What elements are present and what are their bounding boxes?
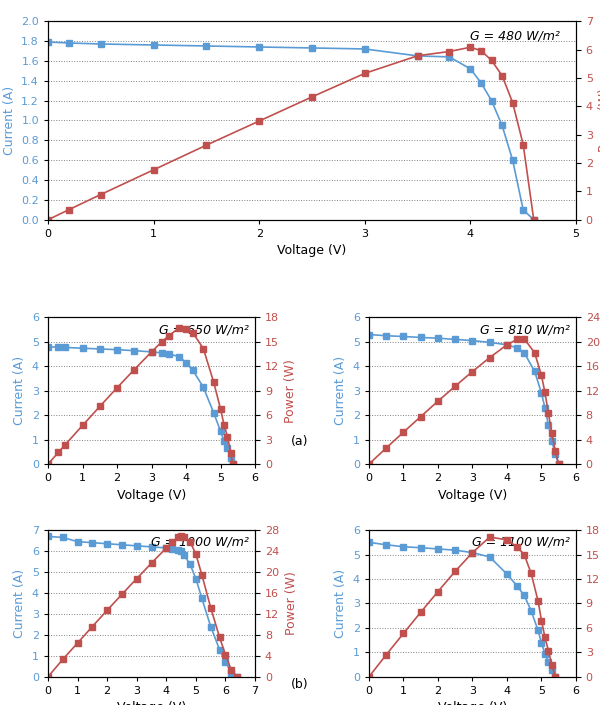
Text: G = 1100 W/m²: G = 1100 W/m² (472, 536, 570, 549)
Y-axis label: Power (W): Power (W) (598, 89, 600, 152)
Y-axis label: Current (A): Current (A) (2, 86, 16, 155)
Text: G = 1000 W/m²: G = 1000 W/m² (151, 536, 249, 549)
Text: G = 650 W/m²: G = 650 W/m² (159, 324, 249, 336)
Text: G = 480 W/m²: G = 480 W/m² (470, 29, 560, 42)
Y-axis label: Current (A): Current (A) (334, 356, 347, 425)
X-axis label: Voltage (V): Voltage (V) (117, 489, 186, 502)
Y-axis label: Current (A): Current (A) (13, 569, 26, 638)
Y-axis label: Power (W): Power (W) (284, 359, 298, 423)
X-axis label: Voltage (V): Voltage (V) (438, 489, 507, 502)
Text: (a): (a) (291, 435, 309, 448)
Text: (b): (b) (291, 678, 309, 691)
Y-axis label: Power (W): Power (W) (284, 572, 298, 635)
X-axis label: Voltage (V): Voltage (V) (117, 701, 186, 705)
X-axis label: Voltage (V): Voltage (V) (277, 245, 347, 257)
X-axis label: Voltage (V): Voltage (V) (438, 701, 507, 705)
Y-axis label: Current (A): Current (A) (13, 356, 26, 425)
Text: G = 810 W/m²: G = 810 W/m² (480, 324, 570, 336)
Y-axis label: Current (A): Current (A) (334, 569, 347, 638)
